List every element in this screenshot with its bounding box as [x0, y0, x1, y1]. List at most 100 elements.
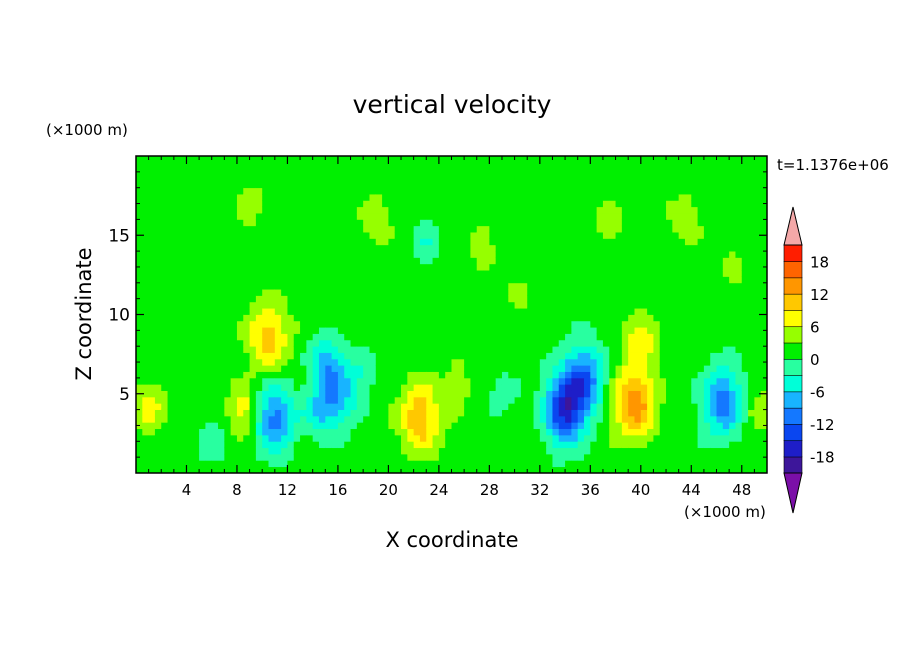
heatmap-cell: [419, 396, 427, 404]
heatmap-cell: [205, 263, 213, 271]
heatmap-cell: [546, 187, 553, 195]
heatmap-cell: [318, 346, 326, 353]
heatmap-cell: [666, 327, 673, 334]
heatmap-cell: [754, 270, 762, 277]
heatmap-cell: [546, 251, 553, 258]
heatmap-cell: [148, 308, 156, 315]
heatmap-cell: [363, 213, 370, 220]
heatmap-cell: [356, 409, 364, 417]
heatmap-cell: [691, 453, 698, 461]
heatmap-cell: [748, 466, 755, 473]
heatmap-cell: [722, 339, 730, 347]
heatmap-cell: [697, 232, 705, 239]
heatmap-cell: [628, 453, 635, 461]
heatmap-cell: [325, 219, 333, 227]
heatmap-cell: [394, 339, 402, 347]
heatmap-cell: [432, 175, 440, 182]
heatmap-cell: [483, 270, 490, 277]
heatmap-cell: [678, 409, 686, 417]
heatmap-cell: [571, 244, 579, 252]
heatmap-cell: [584, 434, 591, 442]
heatmap-cell: [678, 257, 686, 265]
heatmap-cell: [312, 181, 320, 189]
heatmap-cell: [445, 358, 452, 366]
heatmap-cell: [293, 384, 301, 391]
heatmap-cell: [609, 194, 616, 201]
heatmap-cell: [136, 434, 143, 442]
heatmap-cell: [350, 194, 358, 201]
heatmap-cell: [546, 225, 553, 233]
heatmap-cell: [300, 352, 307, 360]
heatmap-cell: [596, 422, 604, 430]
heatmap-cell: [558, 181, 566, 189]
heatmap-cell: [205, 244, 213, 252]
heatmap-cell: [691, 339, 698, 347]
heatmap-cell: [426, 206, 433, 214]
heatmap-cell: [375, 460, 383, 468]
heatmap-cell: [729, 371, 736, 379]
heatmap-cell: [508, 377, 515, 385]
heatmap-cell: [268, 422, 276, 430]
heatmap-cell: [710, 422, 717, 430]
heatmap-cell: [173, 314, 181, 322]
heatmap-cell: [577, 270, 585, 277]
heatmap-cell: [659, 219, 667, 227]
heatmap-cell: [230, 434, 238, 442]
heatmap-cell: [312, 219, 320, 227]
heatmap-cell: [186, 162, 194, 170]
heatmap-cell: [716, 225, 724, 233]
heatmap-cell: [154, 206, 162, 214]
heatmap-cell: [464, 447, 471, 455]
heatmap-cell: [697, 415, 705, 423]
heatmap-cell: [432, 162, 440, 170]
y-unit-label: (×1000 m): [46, 121, 128, 139]
heatmap-cell: [754, 308, 762, 315]
heatmap-cell: [678, 295, 686, 303]
heatmap-cell: [483, 460, 490, 468]
heatmap-cell: [375, 358, 383, 366]
heatmap-cell: [161, 282, 168, 290]
heatmap-cell: [722, 225, 730, 233]
heatmap-cell: [489, 352, 497, 360]
heatmap-cell: [401, 396, 408, 404]
heatmap-cell: [621, 377, 629, 385]
heatmap-cell: [438, 244, 446, 252]
heatmap-cell: [729, 346, 736, 353]
heatmap-cell: [136, 301, 143, 309]
heatmap-cell: [710, 377, 717, 385]
heatmap-cell: [565, 276, 572, 284]
heatmap-cell: [274, 453, 282, 461]
heatmap-cell: [678, 276, 686, 284]
heatmap-cell: [571, 339, 579, 347]
heatmap-cell: [520, 225, 528, 233]
heatmap-cell: [318, 282, 326, 290]
heatmap-cell: [255, 219, 263, 227]
heatmap-cell: [173, 263, 181, 271]
heatmap-cell: [224, 251, 232, 258]
heatmap-cell: [262, 327, 269, 334]
heatmap-cell: [501, 238, 509, 246]
heatmap-cell: [192, 263, 200, 271]
heatmap-cell: [577, 390, 585, 398]
heatmap-cell: [230, 415, 238, 423]
heatmap-cell: [438, 175, 446, 182]
heatmap-cell: [520, 453, 528, 461]
heatmap-cell: [647, 466, 654, 473]
heatmap-cell: [678, 447, 686, 455]
heatmap-cell: [602, 428, 610, 436]
heatmap-cell: [722, 453, 730, 461]
heatmap-cell: [388, 244, 396, 252]
heatmap-cell: [710, 276, 717, 284]
heatmap-cell: [533, 466, 541, 473]
heatmap-cell: [211, 232, 219, 239]
heatmap-cell: [268, 346, 276, 353]
heatmap-cell: [199, 460, 206, 468]
heatmap-cell: [438, 384, 446, 391]
heatmap-cell: [173, 320, 181, 328]
heatmap-cell: [640, 175, 648, 182]
heatmap-cell: [394, 276, 402, 284]
heatmap-cell: [293, 314, 301, 322]
heatmap-cell: [602, 441, 610, 449]
heatmap-cell: [413, 187, 421, 195]
heatmap-cell: [520, 327, 528, 334]
